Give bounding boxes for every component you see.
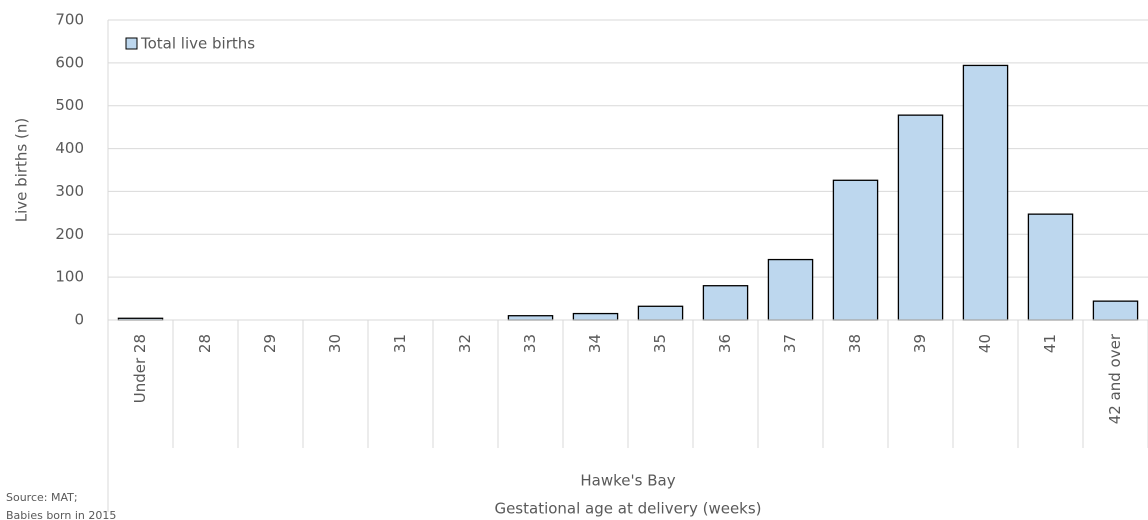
x-tick-label: 32 [456, 334, 474, 353]
y-tick-label: 700 [55, 11, 84, 29]
x-tick-label: 28 [196, 334, 214, 353]
y-tick-label: 0 [74, 311, 84, 329]
x-axis-label: Gestational age at delivery (weeks) [494, 500, 761, 518]
y-tick-label: 500 [55, 96, 84, 114]
x-tick-label: 30 [326, 334, 344, 353]
source: Babies born in 2015 [6, 509, 116, 520]
bar [767, 258, 814, 321]
bar [507, 315, 554, 321]
bar [1027, 213, 1074, 321]
x-tick-label: 41 [1041, 334, 1059, 353]
bar [702, 285, 749, 321]
x-tick-label: 40 [976, 334, 994, 353]
x-tick-label: Under 28 [131, 334, 149, 403]
y-axis-label: Live births (n) [13, 118, 31, 222]
bar [572, 312, 619, 321]
legend-label: Total live births [140, 35, 255, 53]
x-tick-label: 38 [846, 334, 864, 353]
x-tick-label: 31 [391, 334, 409, 353]
x-tick-label: 34 [586, 334, 604, 353]
bar [962, 64, 1009, 321]
source: Source: MAT; [6, 491, 78, 504]
bar [1092, 300, 1139, 321]
y-tick-label: 200 [55, 225, 84, 243]
legend-swatch [125, 37, 138, 50]
y-tick-label: 400 [55, 139, 84, 157]
x-tick-label: 42 and over [1106, 333, 1124, 424]
bar [897, 114, 944, 321]
x-tick-label: 29 [261, 334, 279, 353]
bar [637, 305, 684, 321]
group-label: Hawke's Bay [580, 472, 675, 490]
x-tick-label: 37 [781, 334, 799, 353]
y-tick-label: 600 [55, 53, 84, 71]
y-tick-label: 300 [55, 182, 84, 200]
bar [832, 179, 879, 321]
x-tick-label: 33 [521, 334, 539, 353]
x-tick-label: 39 [911, 334, 929, 353]
y-tick-label: 100 [55, 268, 84, 286]
x-tick-label: 36 [716, 334, 734, 353]
x-tick-label: 35 [651, 334, 669, 353]
